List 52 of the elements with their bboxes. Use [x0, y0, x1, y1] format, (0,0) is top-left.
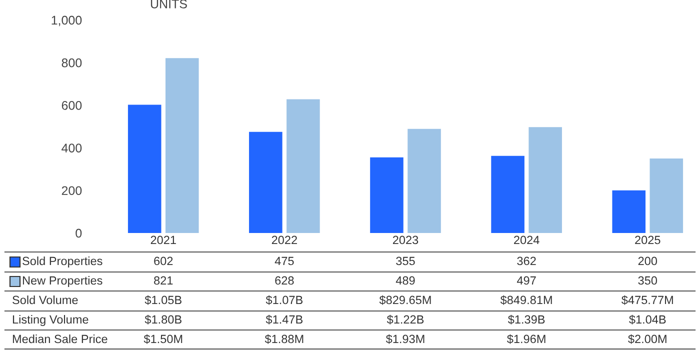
bar — [165, 58, 199, 233]
text: $1.88M — [264, 334, 304, 344]
data-label: 200 — [638, 256, 658, 266]
text: $475.77M — [622, 295, 673, 305]
text: $1.80B — [144, 314, 182, 324]
y-tick-label: 1,000 — [52, 16, 82, 26]
y-tick-label: 0 — [76, 228, 82, 238]
data-label: 489 — [396, 276, 415, 285]
bar — [528, 127, 562, 233]
data-label: 355 — [396, 256, 415, 266]
text: $1.47B — [266, 314, 303, 324]
text: $1.22B — [386, 314, 424, 324]
text: $1.96M — [507, 334, 546, 344]
data-label: 497 — [516, 276, 536, 285]
bar — [370, 157, 404, 233]
text: $1.39B — [508, 314, 545, 324]
data-label: 362 — [517, 256, 536, 266]
legend-label: Sold Properties — [22, 256, 102, 268]
text: $1.05B — [144, 295, 182, 305]
bar — [286, 99, 320, 233]
x-tick-label: 2025 — [635, 236, 660, 244]
y-tick-label: 600 — [62, 101, 82, 110]
bar — [128, 104, 162, 233]
data-label: 475 — [274, 256, 294, 266]
text: $849.81M — [500, 295, 552, 305]
text: Sold Volume — [12, 295, 78, 304]
data-label: 628 — [275, 276, 294, 285]
y-tick-label: 400 — [62, 144, 82, 152]
y-tick-label: 200 — [62, 186, 82, 196]
x-tick-label: 2021 — [150, 236, 176, 244]
data-label: 821 — [154, 276, 173, 285]
text: Listing Volume — [12, 314, 88, 326]
x-tick-label: 2024 — [514, 236, 540, 244]
x-tick-label: 2022 — [272, 236, 297, 244]
text: $1.93M — [386, 334, 424, 344]
y-axis-title: UNITS — [150, 0, 187, 8]
legend-label: New Properties — [22, 276, 102, 288]
text: $2.00M — [628, 334, 666, 344]
x-tick-label: 2023 — [392, 236, 418, 244]
bar — [408, 128, 441, 233]
data-label: 350 — [638, 276, 658, 285]
text: $829.65M — [379, 295, 431, 305]
bar — [491, 156, 524, 233]
data-label: 602 — [154, 256, 173, 266]
text: $1.07B — [266, 295, 303, 305]
text: $1.50M — [144, 334, 182, 344]
bar — [650, 158, 684, 233]
bar — [612, 190, 646, 233]
text: $1.04B — [629, 314, 666, 324]
bar — [249, 132, 282, 233]
y-tick-label: 800 — [62, 58, 82, 68]
text: Median Sale Price — [12, 334, 108, 344]
